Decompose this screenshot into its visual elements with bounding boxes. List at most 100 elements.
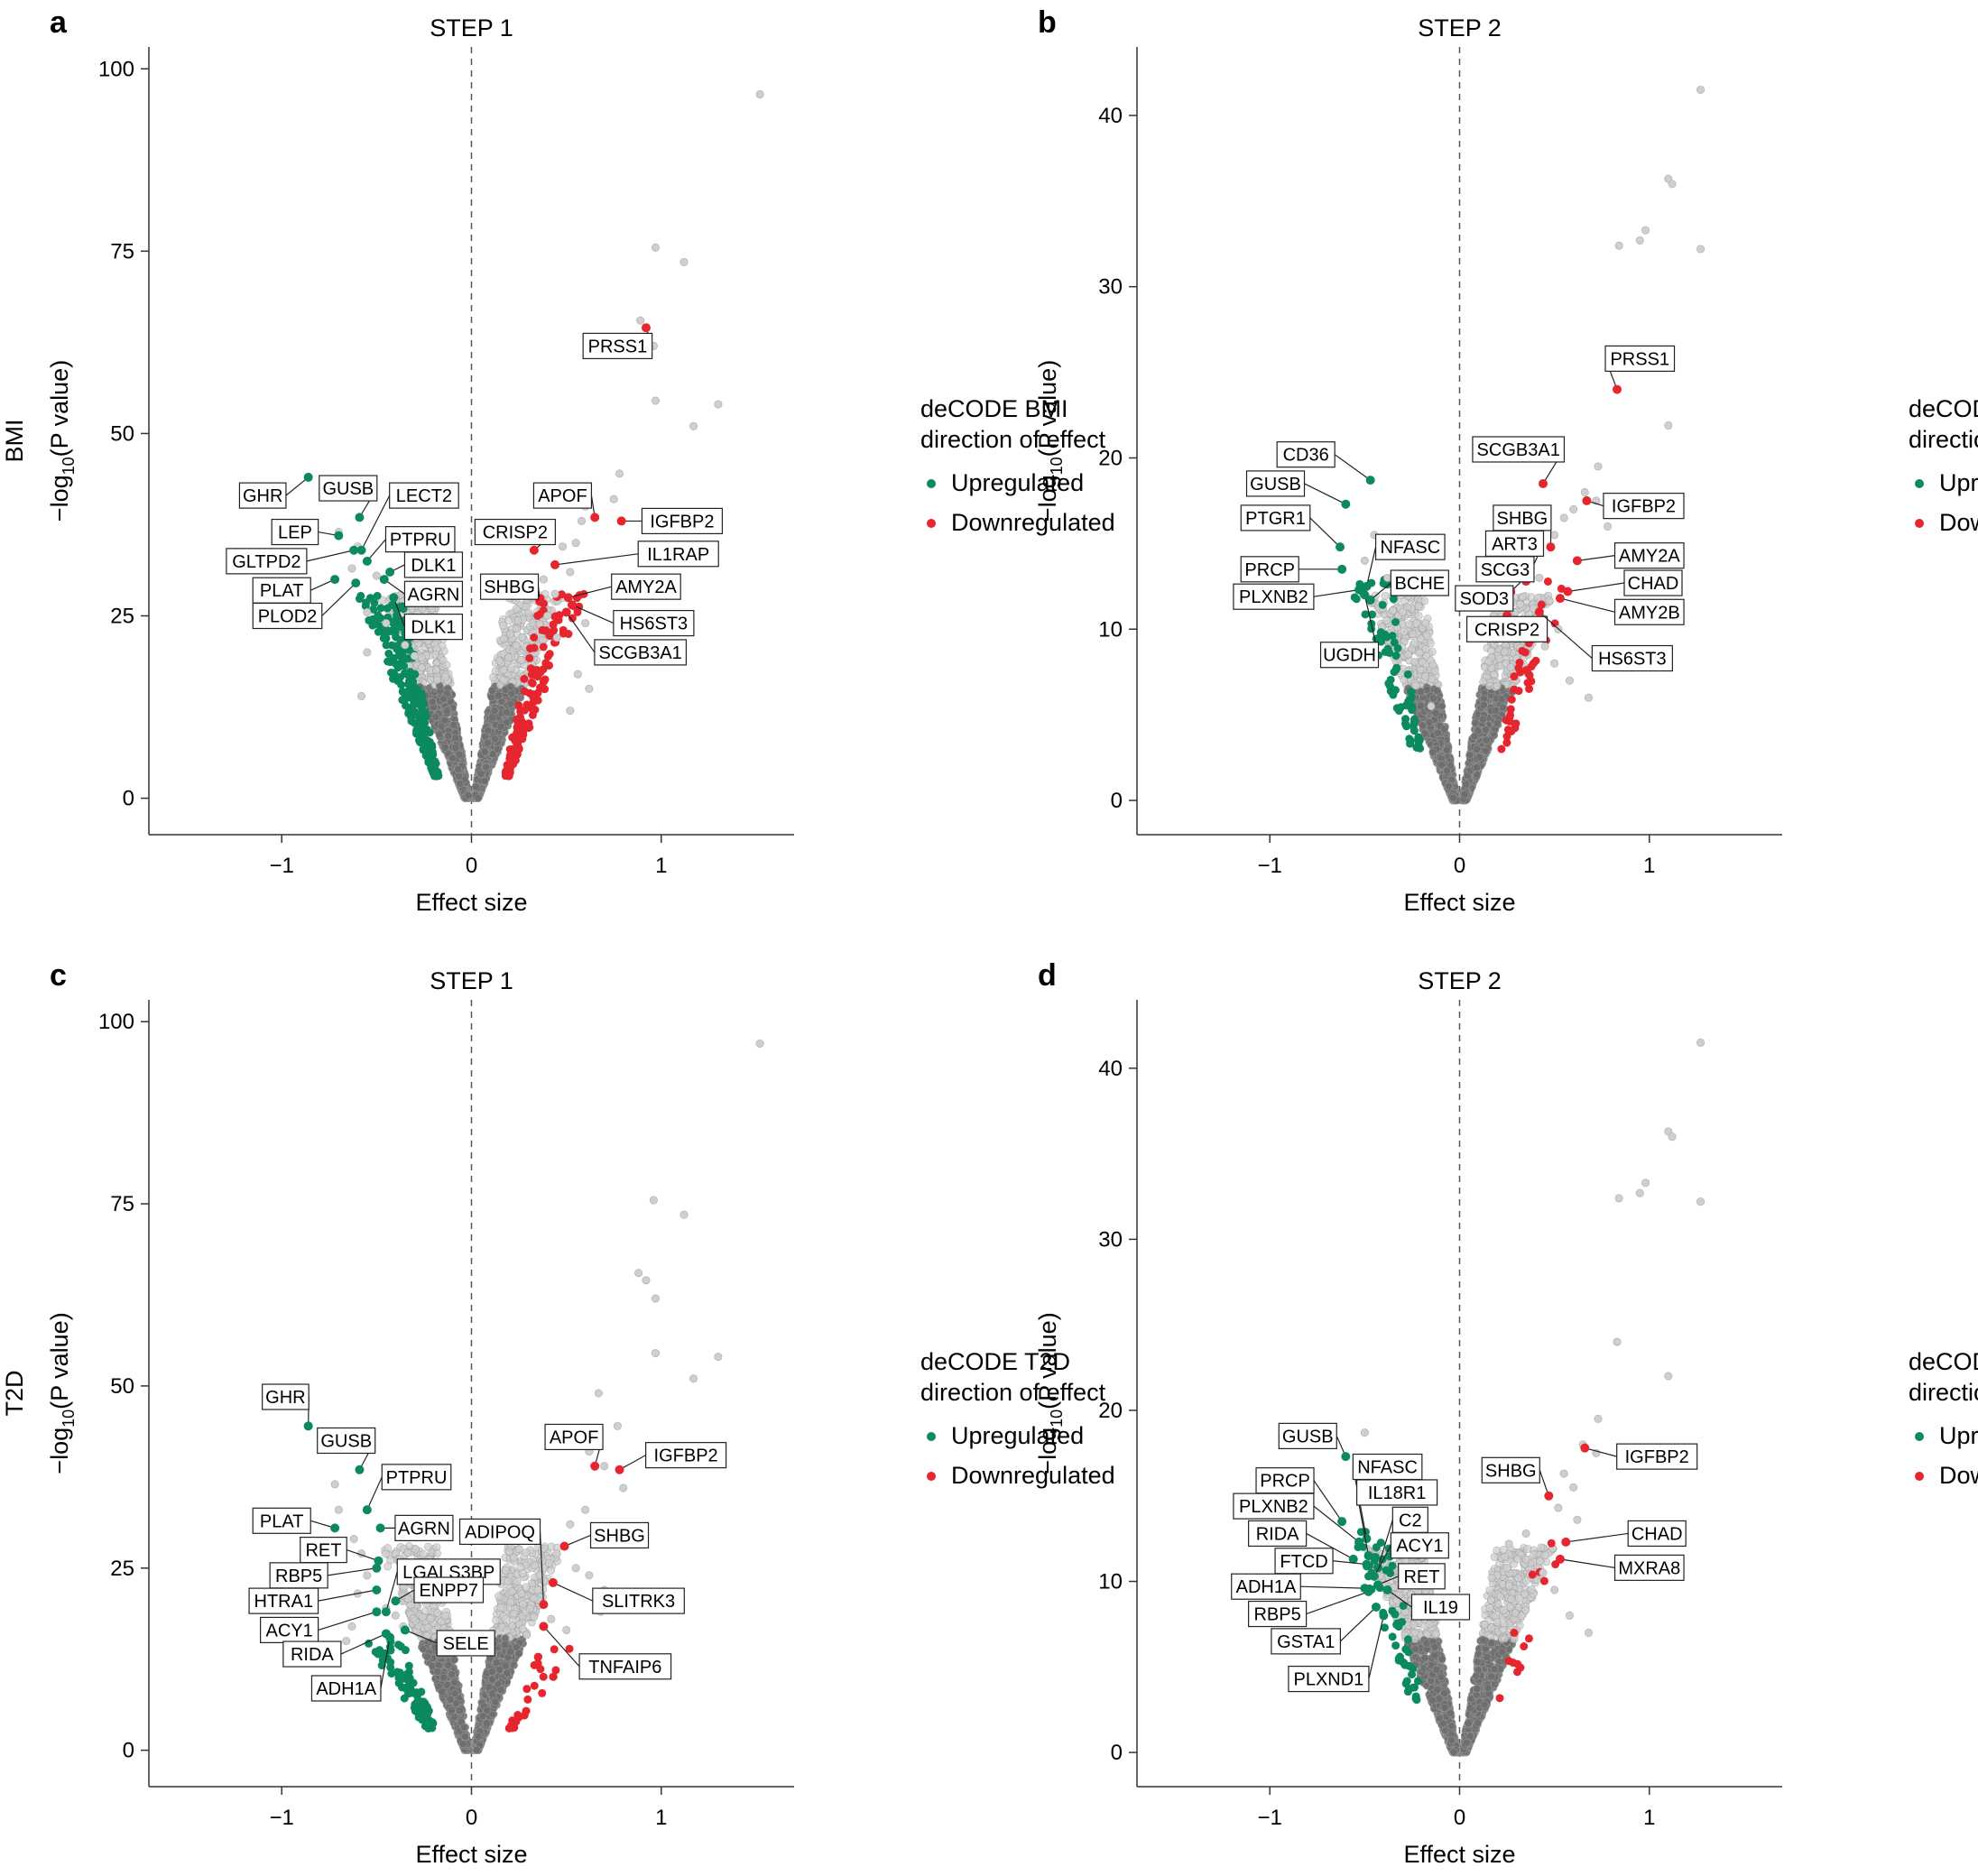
outlier-point [609, 494, 618, 504]
background-point [431, 650, 440, 659]
background-point [1479, 700, 1488, 709]
background-point [1492, 706, 1501, 715]
downregulated-point [507, 756, 516, 765]
x-tick-label: 1 [655, 1806, 667, 1830]
gene-point [1555, 594, 1565, 604]
background-point [489, 673, 498, 682]
downregulated-point [1506, 705, 1515, 714]
gene-label: APOF [538, 486, 587, 506]
outlier-point [689, 421, 698, 430]
downregulated-point [516, 707, 525, 716]
downregulated-point [542, 661, 551, 670]
upregulated-point [1394, 705, 1403, 714]
gene-label: PLAT [260, 581, 304, 601]
background-point [1400, 627, 1409, 636]
downregulated-point [545, 650, 554, 659]
downregulated-point [539, 642, 548, 652]
downregulated-point [1520, 648, 1530, 657]
downregulated-point [1511, 724, 1520, 733]
x-axis-title: Effect size [415, 889, 527, 916]
outlier-point [1535, 573, 1544, 582]
background-point [1428, 661, 1437, 670]
x-tick-label: 1 [655, 854, 667, 878]
outlier-point [410, 652, 419, 661]
background-point [490, 706, 499, 715]
upregulated-point [421, 747, 430, 756]
gene-point [1341, 499, 1351, 509]
panel-title: STEP 2 [1418, 14, 1502, 42]
background-point [504, 653, 513, 662]
background-point [433, 675, 442, 684]
x-axis-title: Effect size [1403, 889, 1515, 916]
background-point [1381, 591, 1390, 600]
y-axis-title-part: −log [46, 1428, 73, 1474]
outlier-point [679, 257, 689, 266]
y-tick-label: 100 [98, 57, 134, 81]
legend-down-marker [1915, 519, 1924, 528]
y-tick-label: 0 [123, 1739, 134, 1763]
outlier-point [755, 90, 764, 99]
upregulated-point [1403, 670, 1412, 679]
gene-point [349, 545, 359, 555]
upregulated-point [392, 633, 401, 642]
background-point [435, 730, 444, 739]
gene-label: AMY2B [1619, 603, 1680, 623]
upregulated-point [428, 763, 437, 772]
y-axis-title-part: −log [1034, 475, 1061, 522]
background-point [1442, 745, 1451, 754]
gene-point [641, 323, 651, 333]
x-tick-label: 0 [466, 854, 477, 878]
legend-down-marker [927, 519, 936, 528]
background-point [428, 698, 437, 707]
outlier-point [571, 539, 580, 548]
background-point [1437, 761, 1447, 770]
y-tick-label: 40 [1098, 104, 1123, 128]
outlier-point [363, 607, 372, 616]
background-point [1516, 600, 1525, 609]
gene-label: HS6ST3 [1598, 650, 1667, 670]
upregulated-point [404, 679, 413, 688]
outlier-point [577, 516, 586, 525]
background-point [451, 734, 460, 743]
background-point [448, 753, 457, 762]
legend-title: direction of effect [1909, 426, 1978, 453]
y-axis-title-subscript: 10 [60, 1409, 78, 1428]
downregulated-point [1505, 713, 1514, 722]
outlier-point [1383, 573, 1392, 582]
downregulated-point [536, 683, 545, 692]
background-point [499, 634, 508, 643]
y-tick-label: 0 [1111, 789, 1123, 813]
outlier-point [651, 396, 660, 405]
upregulated-point [382, 641, 391, 650]
outlier-point [401, 641, 410, 650]
background-point [1462, 780, 1471, 789]
background-point [494, 656, 504, 665]
gene-label: SCG3 [1481, 560, 1530, 580]
gene-label-connector [1334, 454, 1372, 481]
background-points [378, 589, 567, 803]
gene-label: SHBG [1497, 509, 1548, 529]
downregulated-point [521, 720, 530, 729]
gene-label: PTGR1 [1245, 509, 1306, 529]
background-point [524, 608, 533, 617]
gene-point [561, 607, 571, 617]
gene-label: CRISP2 [1474, 620, 1539, 640]
x-axis-title: Effect size [415, 1841, 527, 1868]
x-tick-label: 0 [1454, 854, 1465, 878]
background-point [1443, 766, 1452, 775]
outlier-point [1569, 504, 1578, 513]
y-axis-title: −log10(P value) [46, 1312, 78, 1474]
y-axis-title-subscript: 10 [1048, 457, 1066, 475]
gene-label: UGDH [1323, 646, 1376, 666]
gene-label: DLK1 [411, 556, 456, 576]
background-point [499, 621, 508, 630]
downregulated-point [1537, 600, 1546, 609]
outlier-point [581, 619, 590, 628]
outlier-point [1696, 245, 1705, 254]
upregulated-point [432, 772, 441, 781]
outlier-point [636, 316, 645, 325]
downregulated-point [524, 703, 533, 712]
y-tick-label: 75 [110, 1192, 134, 1216]
